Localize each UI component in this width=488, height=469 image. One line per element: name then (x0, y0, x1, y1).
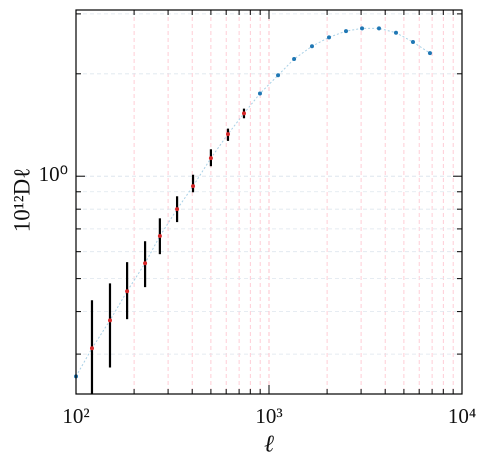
y-axis-label: 10¹²Dℓ (9, 168, 34, 232)
x-tick-label: 10⁴ (448, 404, 476, 428)
data-point (175, 207, 180, 212)
data-point (377, 26, 382, 31)
x-tick-label: 10³ (255, 404, 282, 428)
data-point (208, 156, 213, 161)
data-point (225, 132, 230, 137)
data-point (276, 73, 281, 78)
data-point (344, 29, 349, 34)
data-point (393, 30, 398, 35)
trend-line (75, 27, 431, 377)
y-tick-label: 10⁰ (39, 162, 68, 186)
data-point (191, 184, 196, 189)
plot-frame (75, 9, 463, 395)
data-point (143, 261, 148, 266)
x-tick-label: 10² (62, 404, 89, 428)
data-point (427, 51, 432, 56)
data-point (157, 234, 162, 239)
data-point (107, 318, 112, 323)
data-point (309, 44, 314, 49)
data-point (89, 346, 94, 351)
data-point (292, 57, 297, 62)
data-point (410, 40, 415, 45)
data-point (327, 35, 332, 40)
data-point (360, 26, 365, 31)
data-point (241, 111, 246, 116)
data-point (257, 91, 262, 96)
data-point (125, 289, 130, 294)
x-axis-label: ℓ (264, 432, 274, 458)
